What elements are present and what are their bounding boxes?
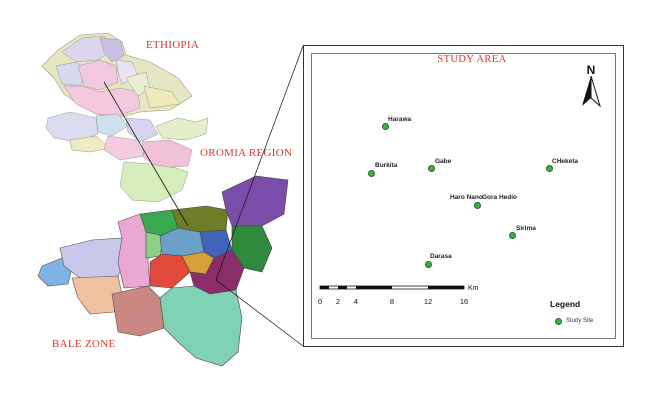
scale-tick: 0 (318, 297, 322, 306)
scale-unit: Km (468, 285, 479, 292)
bale-zone-label: BALE ZONE (52, 338, 116, 350)
study-site-marker (368, 170, 375, 177)
legend-study-site-icon (555, 318, 562, 325)
connector-line (103, 81, 189, 227)
site-label-burkita: Burkita (375, 162, 398, 169)
scale-tick: 8 (390, 297, 394, 306)
study-area-map: STUDY AREA N Harawa Burkita Gabe CHeketa… (303, 45, 624, 347)
site-label-gabe: Gabe (435, 158, 452, 165)
ethiopia-label: ETHIOPIA (146, 39, 200, 51)
oromia-map (45, 111, 209, 203)
study-area-neatline (311, 53, 616, 339)
ethiopia-map (41, 32, 193, 119)
legend-item-study-site: Study Site (566, 318, 594, 324)
study-site-marker (509, 232, 516, 239)
study-site-marker (382, 123, 389, 130)
scale-tick: 12 (424, 297, 432, 306)
legend-title: Legend (550, 299, 581, 309)
bale-zone-map (37, 175, 289, 367)
scale-bar: Km 0 2 4 8 12 16 (318, 285, 479, 306)
site-label-darasa: Darasa (430, 253, 452, 260)
site-label-sirima: Sirima (516, 225, 536, 232)
study-site-marker (425, 261, 432, 268)
site-label-cheketa: CHeketa (552, 158, 579, 165)
study-area-title: STUDY AREA (437, 54, 507, 65)
study-site-marker (546, 165, 553, 172)
north-arrow-icon: N (582, 63, 601, 108)
study-site-marker (428, 165, 435, 172)
scale-tick: 16 (460, 297, 468, 306)
site-label-harawa: Harawa (388, 116, 412, 123)
connector-line (215, 279, 304, 347)
scale-tick: 2 (336, 297, 340, 306)
north-label: N (587, 63, 596, 77)
oromia-region-label: OROMIA REGION (200, 147, 293, 159)
study-site-marker (474, 202, 481, 209)
connector-line (215, 45, 304, 281)
site-label-gora-hedio: Gora Hedio (482, 194, 518, 201)
site-label-haro-nano: Haro Nano (450, 194, 483, 201)
scale-tick: 4 (354, 297, 358, 306)
